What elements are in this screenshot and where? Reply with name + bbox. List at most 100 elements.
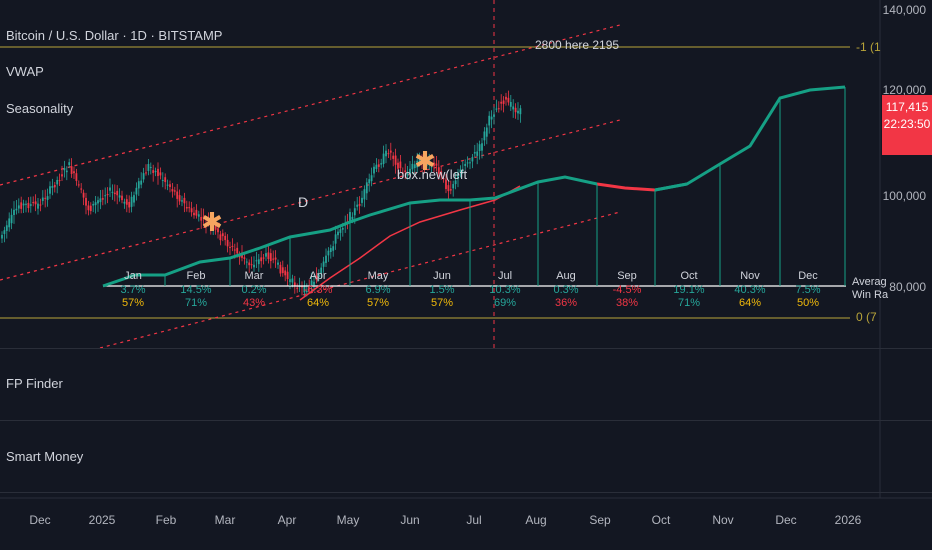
candle-body — [313, 281, 315, 285]
candle-body — [104, 195, 107, 197]
season-month-label: Feb — [186, 270, 206, 282]
candle-body — [353, 208, 356, 216]
candle-body — [149, 166, 152, 168]
candle-body — [471, 157, 474, 162]
candle-body — [137, 181, 140, 189]
symbol-title[interactable]: Bitcoin / U.S. Dollar · 1D · BITSTAMP — [6, 28, 223, 43]
candle-body — [188, 207, 191, 209]
candle-body — [358, 203, 361, 206]
time-tick: Aug — [525, 513, 547, 527]
candle-body — [341, 227, 344, 230]
candle-body — [73, 171, 75, 174]
candle-body — [70, 166, 73, 174]
candle-body — [89, 205, 92, 212]
candle-body — [373, 166, 375, 174]
candle-body — [169, 184, 171, 188]
candle-body — [253, 264, 255, 268]
season-month-label: Jan — [124, 270, 142, 282]
candle-body — [97, 200, 99, 204]
season-win-rate: 64% — [738, 297, 762, 309]
candle-body — [279, 264, 282, 274]
candle-body — [32, 202, 35, 204]
indicator-seasonality[interactable]: Seasonality — [6, 101, 74, 116]
candle-body — [229, 246, 231, 248]
candle-body — [445, 179, 447, 190]
candle-body — [25, 203, 27, 205]
candle-body — [370, 175, 373, 182]
season-month-label: Jul — [497, 270, 513, 282]
pane-divider[interactable] — [0, 348, 932, 349]
candle-body — [121, 195, 123, 201]
candle-body — [423, 162, 426, 166]
candle-body — [265, 253, 267, 257]
candle-body — [469, 162, 471, 164]
candle-body — [27, 202, 30, 209]
candle-body — [457, 172, 459, 179]
candle-body — [519, 108, 522, 115]
candle-body — [238, 255, 241, 258]
candle-body — [500, 101, 503, 104]
candle-body — [497, 108, 500, 110]
candle-body — [512, 106, 515, 110]
pivot-marker-icon: ✱ — [414, 146, 436, 176]
candle-body — [447, 185, 450, 192]
candle-body — [361, 197, 363, 203]
time-tick: Feb — [155, 513, 177, 527]
season-month-label: Sep — [617, 270, 637, 282]
candle-body — [495, 108, 498, 110]
pane-divider[interactable] — [0, 420, 932, 421]
candle-body — [401, 172, 404, 174]
candle-body — [466, 162, 469, 164]
candle-body — [99, 198, 102, 203]
candle-body — [87, 205, 90, 211]
candle-body — [329, 248, 332, 253]
candle-body — [481, 143, 483, 151]
candle-body — [459, 169, 462, 173]
candle-body — [452, 184, 455, 189]
candle-body — [3, 230, 6, 234]
candle-body — [421, 160, 423, 162]
indicator-vwap[interactable]: VWAP — [6, 64, 44, 79]
season-avg-return: 19.1% — [673, 284, 705, 296]
price-tick: 140,000 — [882, 3, 926, 17]
candle-body — [1, 234, 3, 239]
candle-body — [334, 234, 337, 244]
candle-body — [63, 168, 66, 171]
candle-body — [190, 208, 193, 213]
candle-body — [351, 216, 354, 220]
candle-body — [363, 189, 366, 200]
candle-body — [349, 212, 351, 223]
pane-fp-finder[interactable]: FP Finder — [6, 376, 63, 391]
candle-body — [113, 192, 116, 195]
current-price: 117,415 — [885, 100, 929, 114]
candle-body — [118, 195, 121, 198]
candle-body — [101, 198, 104, 200]
time-tick: Dec — [775, 513, 797, 527]
season-avg-return: 14.5% — [180, 284, 212, 296]
candle-body — [205, 223, 207, 225]
candle-body — [257, 259, 260, 265]
candle-body — [85, 197, 87, 206]
season-win-rate: 64% — [306, 297, 330, 309]
candle-body — [442, 178, 445, 180]
vwap-line — [299, 185, 521, 301]
pane-smart-money[interactable]: Smart Money — [6, 449, 84, 464]
candle-body — [214, 225, 217, 230]
time-tick: Sep — [589, 513, 611, 527]
candle-body — [435, 163, 438, 166]
candle-body — [488, 115, 491, 126]
candle-body — [514, 107, 517, 113]
candle-body — [301, 286, 303, 288]
candle-body — [428, 159, 431, 165]
candle-body — [286, 271, 289, 280]
candle-body — [226, 239, 229, 247]
candle-body — [433, 162, 435, 167]
candle-body — [404, 170, 407, 172]
candle-body — [116, 190, 119, 196]
candle-body — [49, 186, 51, 194]
candle-body — [145, 172, 147, 174]
season-month-label: Dec — [798, 270, 818, 282]
candle-body — [171, 189, 174, 192]
candle-body — [493, 114, 495, 117]
